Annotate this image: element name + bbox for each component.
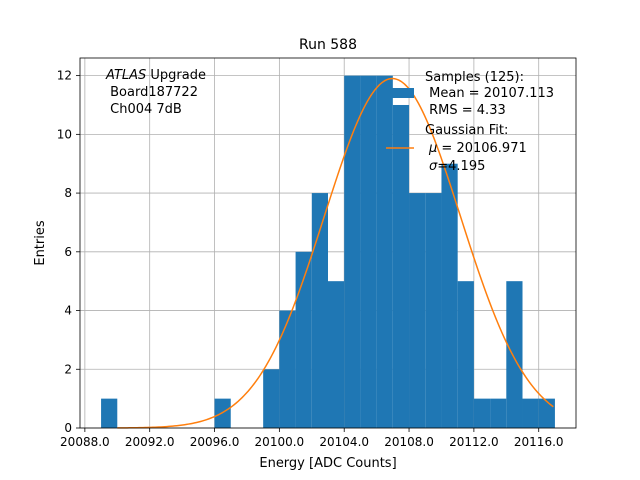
y-tick-label: 4 xyxy=(64,304,72,318)
histogram-bar xyxy=(263,369,280,428)
histogram-bar xyxy=(473,398,491,428)
legend-mu-value: = 20106.971 xyxy=(437,141,526,156)
x-tick-label: 20108.0 xyxy=(384,435,434,449)
chart-title: Run 588 xyxy=(299,37,357,53)
atlas-annotation: ATLAS Upgrade Board187722 Ch004 7dB xyxy=(105,68,206,117)
y-tick-label: 2 xyxy=(64,362,72,376)
histogram-bar xyxy=(328,281,345,428)
gaussian-fit xyxy=(117,77,554,429)
legend-mu-symbol: μ xyxy=(428,141,437,156)
y-tick-label: 8 xyxy=(64,186,72,200)
y-axis-ticks: 0 2 4 6 8 10 12 xyxy=(57,69,80,435)
histogram-bar xyxy=(538,398,555,428)
x-tick-label: 20096.0 xyxy=(190,435,240,449)
y-tick-label: 10 xyxy=(57,127,72,141)
histogram-bar xyxy=(279,310,296,428)
histogram-bar xyxy=(360,75,377,428)
y-tick-label: 6 xyxy=(64,245,72,259)
legend-samples-header: Samples (125): xyxy=(425,70,524,85)
histogram-bar xyxy=(441,163,458,428)
histogram-bar xyxy=(392,104,410,428)
x-axis-ticks: 20088.0 20092.0 20096.0 20100.0 20104.0 20108… xyxy=(60,428,564,449)
y-tick-label: 12 xyxy=(57,69,72,83)
legend-mu: μ = 20106.971 xyxy=(428,141,527,156)
legend: Samples (125): Mean = 20107.113 RMS = 4.… xyxy=(386,70,554,174)
annotation-channel: Ch004 7dB xyxy=(106,102,182,117)
legend-sigma-symbol: σ xyxy=(429,159,438,174)
plot-frame xyxy=(79,57,577,429)
fit-curve xyxy=(117,77,554,429)
histogram-bar xyxy=(522,398,539,428)
histogram-bar xyxy=(506,281,523,428)
histogram-bar xyxy=(425,193,442,428)
x-tick-label: 20092.0 xyxy=(125,435,175,449)
histogram-bar xyxy=(490,398,507,428)
legend-mean: Mean = 20107.113 xyxy=(425,86,554,101)
histogram-bar xyxy=(409,193,426,428)
legend-fit-header: Gaussian Fit: xyxy=(425,123,508,138)
annotation-atlas: ATLAS xyxy=(105,68,146,83)
annotation-upgrade: Upgrade xyxy=(146,68,206,83)
histogram-bar xyxy=(344,75,361,428)
histogram-bar xyxy=(311,193,328,428)
x-axis-label: Energy [ADC Counts] xyxy=(259,456,396,471)
histogram-bar xyxy=(457,281,474,428)
histogram-bar xyxy=(376,75,393,428)
x-tick-label: 20112.0 xyxy=(449,435,499,449)
histogram-bar xyxy=(101,398,118,428)
x-tick-label: 20088.0 xyxy=(60,435,110,449)
legend-histogram-swatch xyxy=(386,88,414,98)
histogram-bar xyxy=(295,251,312,428)
annotation-board: Board187722 xyxy=(106,85,198,100)
x-tick-label: 20116.0 xyxy=(514,435,564,449)
legend-rms: RMS = 4.33 xyxy=(425,103,506,118)
legend-sigma-value: =4.195 xyxy=(437,159,485,174)
x-tick-label: 20104.0 xyxy=(319,435,369,449)
x-tick-label: 20100.0 xyxy=(255,435,305,449)
y-axis-label: Entries xyxy=(33,220,48,266)
annotation-line-1: ATLAS Upgrade xyxy=(105,68,206,83)
y-tick-label: 0 xyxy=(64,421,72,435)
legend-sigma: σ=4.195 xyxy=(429,159,485,174)
